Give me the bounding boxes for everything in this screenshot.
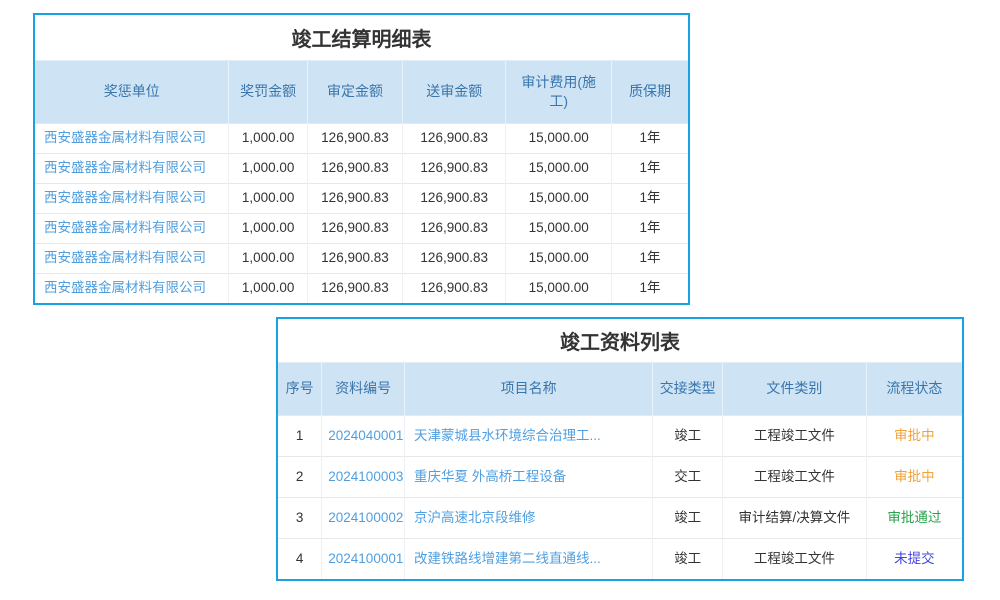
- penalty-amount-cell: 1,000.00: [228, 182, 308, 213]
- doc-no-link[interactable]: 2024100003: [328, 468, 404, 484]
- column-header-submitted-amount: 送审金额: [402, 61, 507, 123]
- settlement-row: 西安盛器金属材料有限公司 1,000.00 126,900.83 126,900…: [35, 242, 688, 273]
- settlement-row: 西安盛器金属材料有限公司 1,000.00 126,900.83 126,900…: [35, 272, 688, 303]
- document-row: 1 2024040001 天津蒙城县水环境综合治理工... 竣工 工程竣工文件 …: [278, 414, 962, 456]
- column-header-unit: 奖惩单位: [35, 61, 230, 123]
- column-header-penalty-amount: 奖罚金额: [228, 61, 308, 123]
- submitted-amount-cell: 126,900.83: [402, 242, 507, 273]
- submitted-amount-cell: 126,900.83: [402, 152, 507, 183]
- handover-type-cell: 竣工: [652, 414, 724, 456]
- audit-fee-cell: 15,000.00: [505, 242, 613, 273]
- project-name-link[interactable]: 改建铁路线增建第二线直通线...: [414, 550, 601, 566]
- audit-fee-cell: 15,000.00: [505, 182, 613, 213]
- documents-table-panel: 竣工资料列表 序号 资料编号 项目名称 交接类型 文件类别 流程状态 1 202…: [276, 317, 964, 581]
- status-badge: 未提交: [894, 550, 935, 566]
- status-badge: 审批中: [894, 427, 935, 443]
- settlement-row: 西安盛器金属材料有限公司 1,000.00 126,900.83 126,900…: [35, 182, 688, 213]
- column-header-file-category: 文件类别: [722, 363, 867, 415]
- submitted-amount-cell: 126,900.83: [402, 182, 507, 213]
- approved-amount-cell: 126,900.83: [307, 182, 404, 213]
- penalty-amount-cell: 1,000.00: [228, 212, 308, 243]
- column-header-doc-no: 资料编号: [321, 363, 406, 415]
- column-header-flow-status: 流程状态: [866, 363, 962, 415]
- handover-type-cell: 竣工: [652, 496, 724, 538]
- submitted-amount-cell: 126,900.83: [402, 212, 507, 243]
- doc-no-link[interactable]: 2024100002: [328, 509, 404, 525]
- column-header-handover-type: 交接类型: [652, 363, 724, 415]
- approved-amount-cell: 126,900.83: [307, 122, 404, 153]
- unit-link[interactable]: 西安盛器金属材料有限公司: [44, 250, 206, 266]
- warranty-cell: 1年: [611, 152, 688, 183]
- audit-fee-cell: 15,000.00: [505, 212, 613, 243]
- approved-amount-cell: 126,900.83: [307, 272, 404, 303]
- documents-header-row: 序号 资料编号 项目名称 交接类型 文件类别 流程状态: [278, 363, 962, 415]
- submitted-amount-cell: 126,900.83: [402, 122, 507, 153]
- project-name-link[interactable]: 重庆华夏 外高桥工程设备: [414, 468, 567, 484]
- document-row: 3 2024100002 京沪高速北京段维修 竣工 审计结算/决算文件 审批通过: [278, 496, 962, 538]
- file-category-cell: 工程竣工文件: [722, 537, 867, 579]
- warranty-cell: 1年: [611, 122, 688, 153]
- index-cell: 3: [278, 496, 323, 538]
- approved-amount-cell: 126,900.83: [307, 152, 404, 183]
- document-row: 2 2024100003 重庆华夏 外高桥工程设备 交工 工程竣工文件 审批中: [278, 455, 962, 497]
- documents-table-title: 竣工资料列表: [278, 319, 962, 363]
- audit-fee-cell: 15,000.00: [505, 122, 613, 153]
- handover-type-cell: 交工: [652, 455, 724, 497]
- unit-link[interactable]: 西安盛器金属材料有限公司: [44, 160, 206, 176]
- settlement-row: 西安盛器金属材料有限公司 1,000.00 126,900.83 126,900…: [35, 152, 688, 183]
- project-name-link[interactable]: 京沪高速北京段维修: [414, 509, 536, 525]
- settlement-table: 奖惩单位 奖罚金额 审定金额 送审金额 审计费用(施工) 质保期 西安盛器金属材…: [35, 61, 688, 303]
- documents-table: 序号 资料编号 项目名称 交接类型 文件类别 流程状态 1 2024040001…: [278, 363, 962, 579]
- approved-amount-cell: 126,900.83: [307, 242, 404, 273]
- column-header-warranty: 质保期: [611, 61, 688, 123]
- handover-type-cell: 竣工: [652, 537, 724, 579]
- audit-fee-cell: 15,000.00: [505, 152, 613, 183]
- approved-amount-cell: 126,900.83: [307, 212, 404, 243]
- index-cell: 1: [278, 414, 323, 456]
- document-row: 4 2024100001 改建铁路线增建第二线直通线... 竣工 工程竣工文件 …: [278, 537, 962, 579]
- unit-link[interactable]: 西安盛器金属材料有限公司: [44, 130, 206, 146]
- file-category-cell: 审计结算/决算文件: [722, 496, 867, 538]
- warranty-cell: 1年: [611, 182, 688, 213]
- unit-link[interactable]: 西安盛器金属材料有限公司: [44, 190, 206, 206]
- warranty-cell: 1年: [611, 272, 688, 303]
- doc-no-link[interactable]: 2024040001: [328, 427, 404, 443]
- file-category-cell: 工程竣工文件: [722, 455, 867, 497]
- project-name-link[interactable]: 天津蒙城县水环境综合治理工...: [414, 427, 601, 443]
- penalty-amount-cell: 1,000.00: [228, 122, 308, 153]
- audit-fee-cell: 15,000.00: [505, 272, 613, 303]
- settlement-table-panel: 竣工结算明细表 奖惩单位 奖罚金额 审定金额 送审金额 审计费用(施工) 质保期…: [33, 13, 690, 305]
- penalty-amount-cell: 1,000.00: [228, 272, 308, 303]
- settlement-header-row: 奖惩单位 奖罚金额 审定金额 送审金额 审计费用(施工) 质保期: [35, 61, 688, 123]
- index-cell: 2: [278, 455, 323, 497]
- unit-link[interactable]: 西安盛器金属材料有限公司: [44, 220, 206, 236]
- column-header-audit-fee: 审计费用(施工): [505, 61, 613, 123]
- settlement-row: 西安盛器金属材料有限公司 1,000.00 126,900.83 126,900…: [35, 122, 688, 153]
- column-header-approved-amount: 审定金额: [307, 61, 404, 123]
- doc-no-link[interactable]: 2024100001: [328, 550, 404, 566]
- settlement-row: 西安盛器金属材料有限公司 1,000.00 126,900.83 126,900…: [35, 212, 688, 243]
- penalty-amount-cell: 1,000.00: [228, 152, 308, 183]
- status-badge: 审批通过: [887, 509, 942, 525]
- column-header-index: 序号: [278, 363, 323, 415]
- index-cell: 4: [278, 537, 323, 579]
- submitted-amount-cell: 126,900.83: [402, 272, 507, 303]
- settlement-table-title: 竣工结算明细表: [35, 15, 688, 61]
- penalty-amount-cell: 1,000.00: [228, 242, 308, 273]
- file-category-cell: 工程竣工文件: [722, 414, 867, 456]
- unit-link[interactable]: 西安盛器金属材料有限公司: [44, 280, 206, 296]
- warranty-cell: 1年: [611, 212, 688, 243]
- warranty-cell: 1年: [611, 242, 688, 273]
- column-header-project-name: 项目名称: [404, 363, 654, 415]
- status-badge: 审批中: [894, 468, 935, 484]
